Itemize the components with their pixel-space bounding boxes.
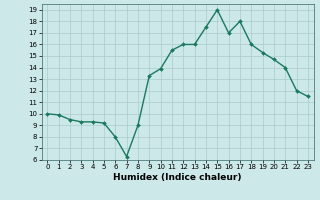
- X-axis label: Humidex (Indice chaleur): Humidex (Indice chaleur): [113, 173, 242, 182]
